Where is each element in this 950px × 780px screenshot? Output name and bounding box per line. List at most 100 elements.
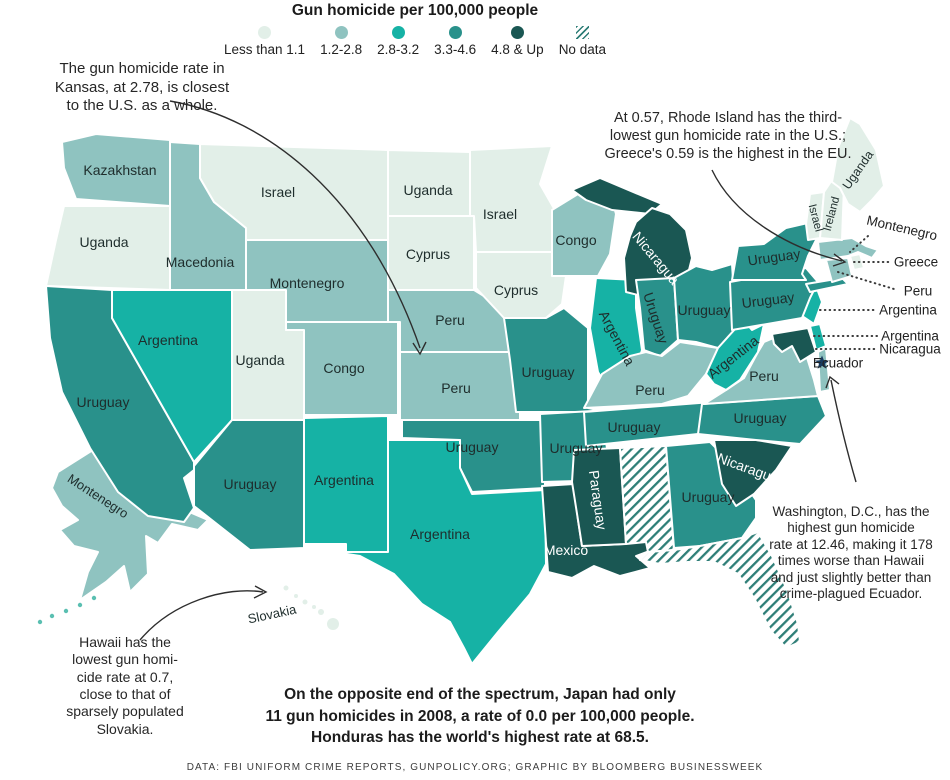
state-label-nm: Argentina: [314, 472, 374, 488]
dc-annotation-line: [830, 379, 857, 483]
state-label-tx: Argentina: [410, 526, 470, 542]
state-ky: [583, 341, 719, 409]
state-label-az: Uruguay: [224, 476, 277, 492]
legend-item-4-8-up: 4.8 & Up: [491, 26, 544, 57]
state-label-ny: Uruguay: [747, 245, 802, 268]
callout-label-ri: Greece: [894, 255, 938, 270]
state-label-oh: Uruguay: [678, 302, 731, 318]
state-label-wa: Kazakhstan: [83, 162, 156, 178]
state-nh: [819, 179, 845, 241]
state-label-or: Uganda: [79, 234, 128, 250]
legend-swatch-no-data: [575, 26, 589, 39]
state-label-la: Mexico: [544, 542, 589, 558]
state-label-ks: Peru: [441, 380, 471, 396]
island-hi: [294, 594, 298, 598]
legend-item-2-8-3-2: 2.8-3.2: [377, 26, 419, 57]
island-ak: [37, 619, 43, 625]
state-label-mn: Israel: [483, 206, 517, 222]
state-me: [831, 117, 885, 213]
island-hi: [302, 599, 308, 605]
state-label-co: Congo: [323, 360, 364, 376]
state-label-nd: Uganda: [403, 182, 452, 198]
state-label-ok: Uruguay: [446, 439, 499, 455]
annotation-kansas: The gun homicide rate in Kansas, at 2.78…: [54, 60, 230, 115]
state-label-ut: Uganda: [235, 352, 284, 368]
island-hi: [327, 618, 339, 630]
state-md: [771, 327, 817, 363]
state-label-wy: Montenegro: [270, 275, 345, 291]
state-de: [809, 323, 827, 351]
island-ak: [91, 595, 97, 601]
annotation-hawaii: Hawaii has the lowest gun homi- cide rat…: [66, 634, 184, 737]
state-label-nv: Argentina: [138, 332, 198, 348]
island-hi: [312, 605, 316, 609]
annotation-lines-layer: [139, 100, 857, 641]
legend-item-no-data: No data: [559, 26, 606, 57]
island-ak: [77, 602, 83, 608]
legend-item-3-3-4-6: 3.3-4.6: [434, 26, 476, 57]
state-al: [619, 445, 675, 553]
state-label-va: Peru: [749, 368, 779, 384]
state-or: [45, 205, 171, 291]
legend-title: Gun homicide per 100,000 people: [291, 2, 539, 19]
state-label-mt: Israel: [261, 184, 295, 200]
state-label-ia: Cyprus: [494, 282, 538, 298]
callout-label-nj: Argentina: [879, 303, 937, 318]
rhode-island-annotation-arrowhead: [832, 253, 847, 267]
state-label-ne: Peru: [435, 312, 465, 328]
dc-star-icon: [815, 355, 829, 369]
legend-item-1-2-2-8: 1.2-2.8: [320, 26, 362, 57]
island-ak: [49, 613, 55, 619]
callout-leader-ma: [849, 235, 869, 253]
state-ny_li: [805, 277, 849, 293]
state-label-ky: Peru: [635, 382, 665, 398]
state-ct: [825, 257, 853, 283]
state-label-mo: Uruguay: [522, 364, 575, 380]
callout-label-dc: Ecuador: [813, 356, 864, 371]
state-label-ca: Uruguay: [77, 394, 130, 410]
state-ri: [849, 253, 865, 271]
rhode-island-annotation-line: [711, 169, 843, 262]
legend-items: Less than 1.1 1.2-2.8 2.8-3.2 3.3-4.6 4.…: [155, 26, 675, 57]
legend-label: 4.8 & Up: [491, 42, 544, 57]
legend: Gun homicide per 100,000 people Less tha…: [155, 2, 675, 57]
hawaii-annotation-line: [139, 590, 264, 641]
state-label-nc: Uruguay: [734, 410, 787, 426]
legend-label: Less than 1.1: [224, 42, 306, 57]
kansas-annotation-arrowhead: [412, 341, 427, 356]
state-label-id: Macedonia: [166, 254, 235, 270]
state-label-ar: Uruguay: [550, 440, 603, 456]
callouts-layer: MontenegroGreecePeruArgentinaArgentinaNi…: [813, 213, 941, 371]
callout-label-ma: Montenegro: [865, 213, 939, 244]
island-hi: [318, 609, 324, 615]
state-fl: [639, 531, 801, 649]
callout-label-de: Argentina: [881, 329, 939, 344]
legend-label: No data: [558, 42, 606, 57]
state-mn: [469, 145, 557, 253]
island-ak: [63, 608, 69, 614]
callout-label-md: Nicaragua: [879, 342, 941, 357]
island-hi: [283, 585, 289, 591]
state-label-pa: Uruguay: [741, 289, 795, 311]
annotation-washington-dc: Washington, D.C., has the highest gun ho…: [769, 504, 933, 602]
hawaii-annotation-arrowhead: [253, 585, 268, 599]
states-layer: [37, 117, 885, 665]
annotation-rhode-island: At 0.57, Rhode Island has the third- low…: [604, 110, 852, 162]
dc-annotation-arrowhead: [825, 375, 840, 389]
credit-line: DATA: FBI UNIFORM CRIME REPORTS, GUNPOLI…: [186, 762, 764, 773]
state-pa: [729, 267, 819, 331]
state-label-wi: Congo: [555, 232, 596, 248]
legend-swatch-1-2-2-8: [334, 26, 348, 39]
legend-label: 1.2-2.8: [320, 42, 363, 57]
legend-item-less-than-1-1: Less than 1.1: [224, 26, 305, 57]
legend-swatch-4-8-up: [510, 26, 524, 39]
state-label-hi: Slovakia: [246, 601, 298, 626]
state-ma: [817, 237, 879, 261]
legend-label: 3.3-4.6: [434, 42, 477, 57]
legend-swatch-2-8-3-2: [391, 26, 405, 39]
legend-swatch-3-3-4-6: [448, 26, 462, 39]
state-label-tn: Uruguay: [608, 419, 661, 435]
state-label-sd: Cyprus: [406, 246, 450, 262]
state-tx: [333, 439, 547, 665]
